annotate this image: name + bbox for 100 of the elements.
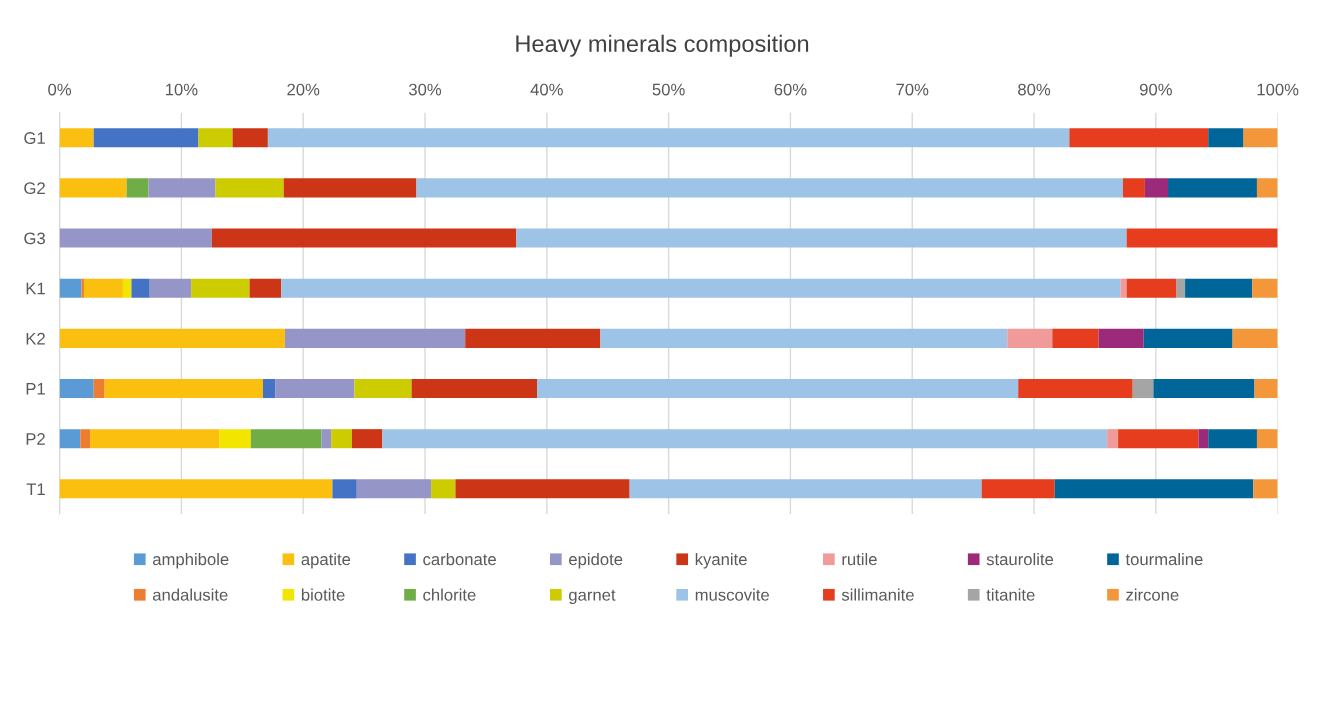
bar [83, 278, 123, 298]
x-tick-label: 80% [1018, 83, 1051, 96]
bar [1132, 378, 1154, 399]
bar [1168, 178, 1257, 198]
legend-label: amphibole [152, 553, 229, 569]
bar [356, 479, 432, 499]
y-tick-label: T1 [26, 483, 45, 495]
bar [59, 278, 82, 298]
bar [354, 378, 412, 399]
bar [1252, 278, 1278, 298]
x-tick-label: 60% [774, 83, 807, 96]
bar [281, 278, 1121, 298]
bar [122, 278, 132, 298]
bar [59, 328, 285, 348]
bar [1153, 378, 1255, 399]
bar [516, 228, 1127, 248]
x-tick-label: 100% [1257, 83, 1299, 96]
bar [321, 429, 332, 449]
x-tick-label: 90% [1139, 83, 1172, 96]
y-tick-label: P2 [26, 433, 45, 445]
bar [59, 479, 333, 499]
bar [1120, 278, 1127, 298]
bar [1007, 328, 1053, 348]
bar [59, 178, 127, 198]
bar [1098, 328, 1144, 348]
bar [1253, 479, 1278, 499]
legend-label: sillimanite [841, 588, 914, 601]
bar [1144, 178, 1169, 198]
bar [537, 378, 1019, 399]
legend-label: carbonate [423, 553, 496, 566]
bar [59, 128, 94, 148]
bar [250, 429, 322, 449]
y-tick-label: K1 [26, 282, 45, 295]
bar [431, 479, 456, 499]
y-tick-label: K2 [26, 332, 45, 345]
bar [600, 328, 1008, 348]
y-tick-label: G1 [24, 132, 45, 144]
bar [211, 228, 517, 248]
bar [59, 429, 81, 449]
legend-label: titanite [986, 588, 1035, 601]
x-tick-label: 20% [287, 83, 320, 96]
x-tick-label: 10% [165, 83, 198, 96]
bar [263, 378, 276, 399]
bar [1232, 328, 1278, 348]
bar [455, 479, 630, 499]
y-tick-label: G2 [24, 182, 45, 195]
bar [1208, 429, 1257, 449]
bar [629, 479, 982, 499]
bar [382, 429, 1108, 449]
legend-label: chlorite [423, 588, 476, 601]
bar [219, 429, 251, 449]
bar [1143, 328, 1233, 348]
bar [284, 328, 466, 348]
bar [93, 128, 199, 148]
bar [1176, 278, 1186, 298]
y-tick-label: P1 [26, 383, 45, 395]
bar [249, 278, 282, 298]
bar [1018, 378, 1133, 399]
legend-label: rutile [842, 553, 877, 566]
bar [126, 178, 149, 198]
bar [131, 278, 150, 298]
bar [283, 178, 417, 198]
x-tick-label: 50% [652, 83, 685, 96]
bar [1122, 178, 1145, 198]
legend-label: epidote [569, 553, 623, 569]
bar [1185, 278, 1253, 298]
legend-label: zircone [1126, 588, 1179, 601]
bar [1256, 178, 1278, 198]
bar [215, 178, 284, 198]
x-tick-label: 40% [530, 83, 563, 96]
legend-label: muscovite [695, 588, 769, 601]
bar [148, 178, 216, 198]
bar [59, 378, 94, 399]
x-tick-label: 70% [896, 83, 929, 96]
bar [93, 378, 105, 399]
bar [198, 128, 233, 148]
bar [351, 429, 383, 449]
bar [59, 228, 212, 248]
bar [1069, 128, 1209, 148]
x-tick-label: 0% [48, 83, 72, 96]
chart-title: Heavy minerals composition [516, 34, 809, 57]
bar [1052, 328, 1099, 348]
x-tick-label: 30% [408, 83, 442, 96]
bar [232, 128, 268, 148]
bar [275, 378, 355, 399]
legend-label: tourmaline [1125, 553, 1203, 566]
bar [1126, 228, 1278, 248]
bar [1254, 378, 1278, 399]
y-tick-label: G3 [24, 232, 45, 245]
bar [332, 479, 357, 499]
legend-label: biotite [301, 588, 345, 601]
legend-label: andalusite [152, 588, 228, 601]
bar [1243, 128, 1278, 148]
bar [267, 128, 1070, 148]
legend-label: apatite [301, 553, 351, 569]
bar [465, 328, 601, 348]
legend-label: staurolite [986, 553, 1054, 566]
bar [1208, 128, 1244, 148]
bar [1256, 429, 1278, 449]
bar [981, 479, 1055, 499]
